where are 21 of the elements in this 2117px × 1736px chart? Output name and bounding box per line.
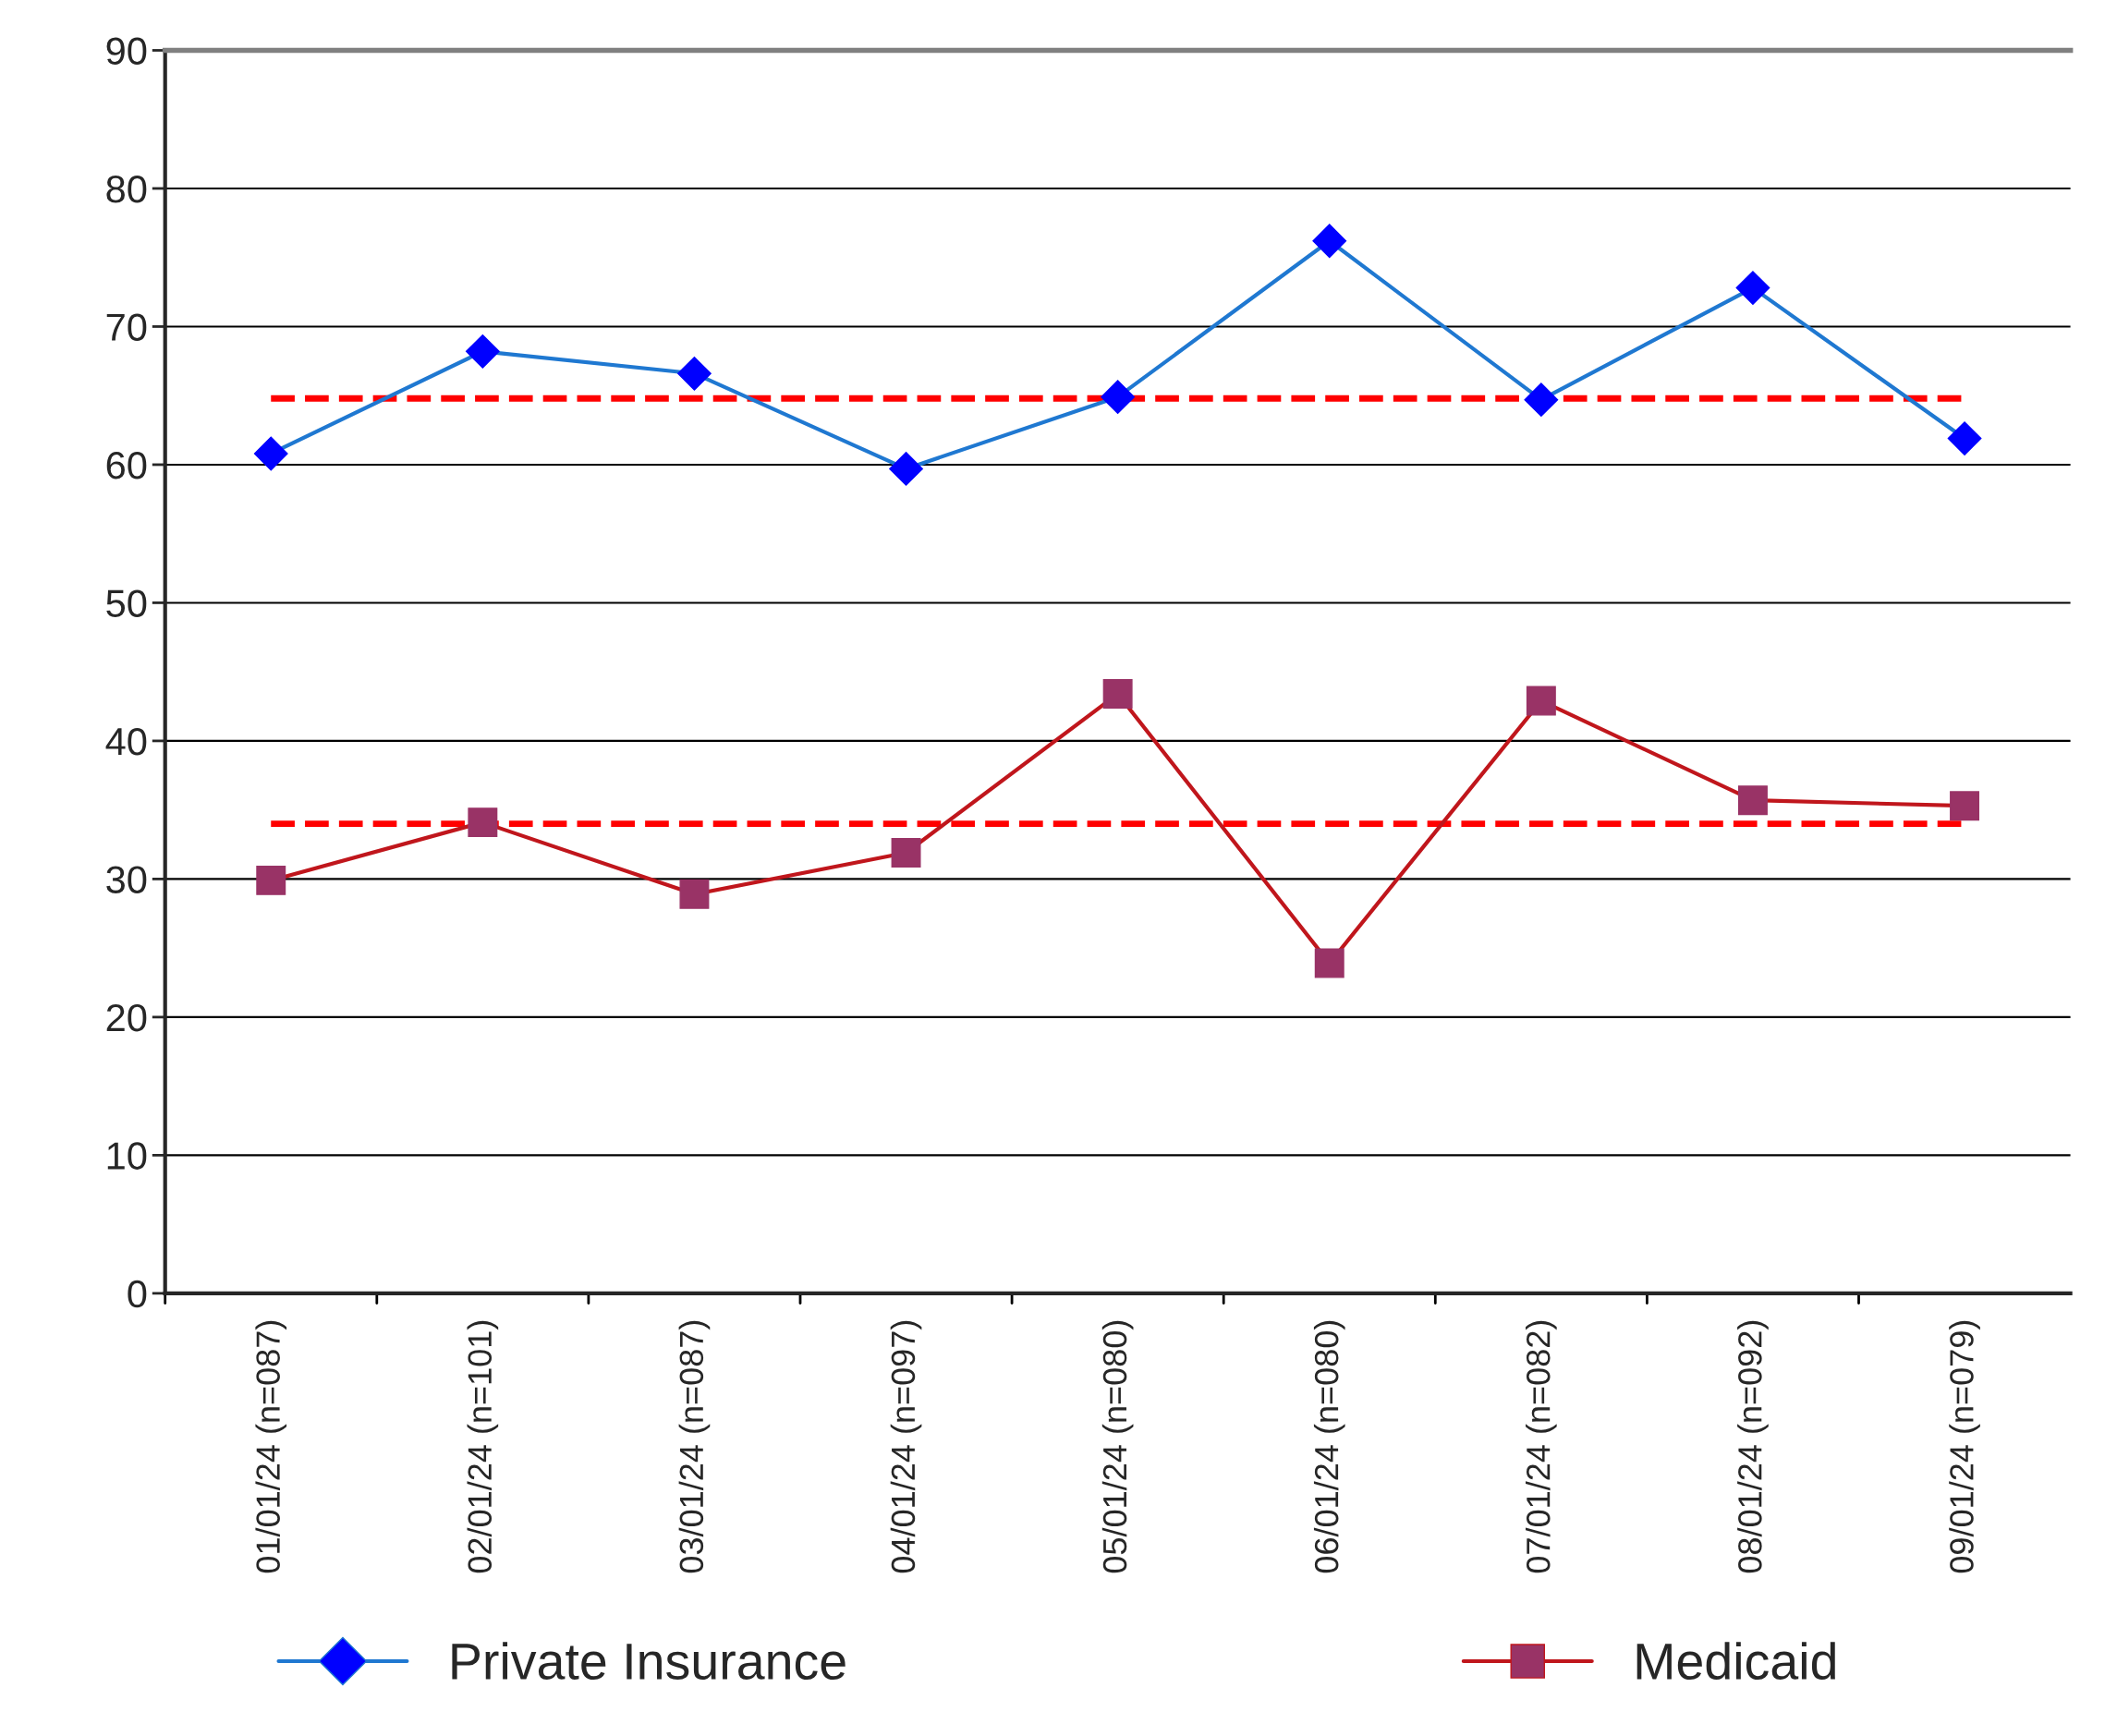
x-tick-label: 02/01/24 (n=101) — [467, 1320, 499, 1573]
y-tick-label: 70 — [106, 313, 147, 341]
y-tick-label: 60 — [106, 451, 147, 480]
y-tick-label: 30 — [106, 866, 147, 893]
x-tick-label: 03/01/24 (n=087) — [678, 1320, 711, 1573]
y-tick-label: 90 — [106, 37, 147, 65]
x-tick-label: 07/01/24 (n=082) — [1526, 1320, 1557, 1573]
x-tick-label: 04/01/24 (n=097) — [890, 1320, 922, 1573]
x-tick-label: 06/01/24 (n=080) — [1313, 1320, 1345, 1573]
legend-label: Private Insurance — [452, 1642, 846, 1681]
y-tick-label: 20 — [106, 1003, 147, 1032]
y-tick-label: 10 — [107, 1142, 147, 1170]
y-tick-label: 80 — [106, 175, 147, 203]
x-tick-label: 05/01/24 (n=080) — [1101, 1320, 1134, 1573]
y-tick-label: 40 — [105, 727, 147, 756]
y-tick-label: 50 — [106, 589, 147, 617]
legend-label: Medicaid — [1636, 1642, 1835, 1681]
x-tick-label: 08/01/24 (n=092) — [1737, 1320, 1769, 1573]
x-tick-label: 09/01/24 (n=079) — [1949, 1320, 1980, 1573]
x-tick-label: 01/01/24 (n=087) — [255, 1320, 287, 1573]
y-tick-label: 0 — [128, 1280, 147, 1308]
